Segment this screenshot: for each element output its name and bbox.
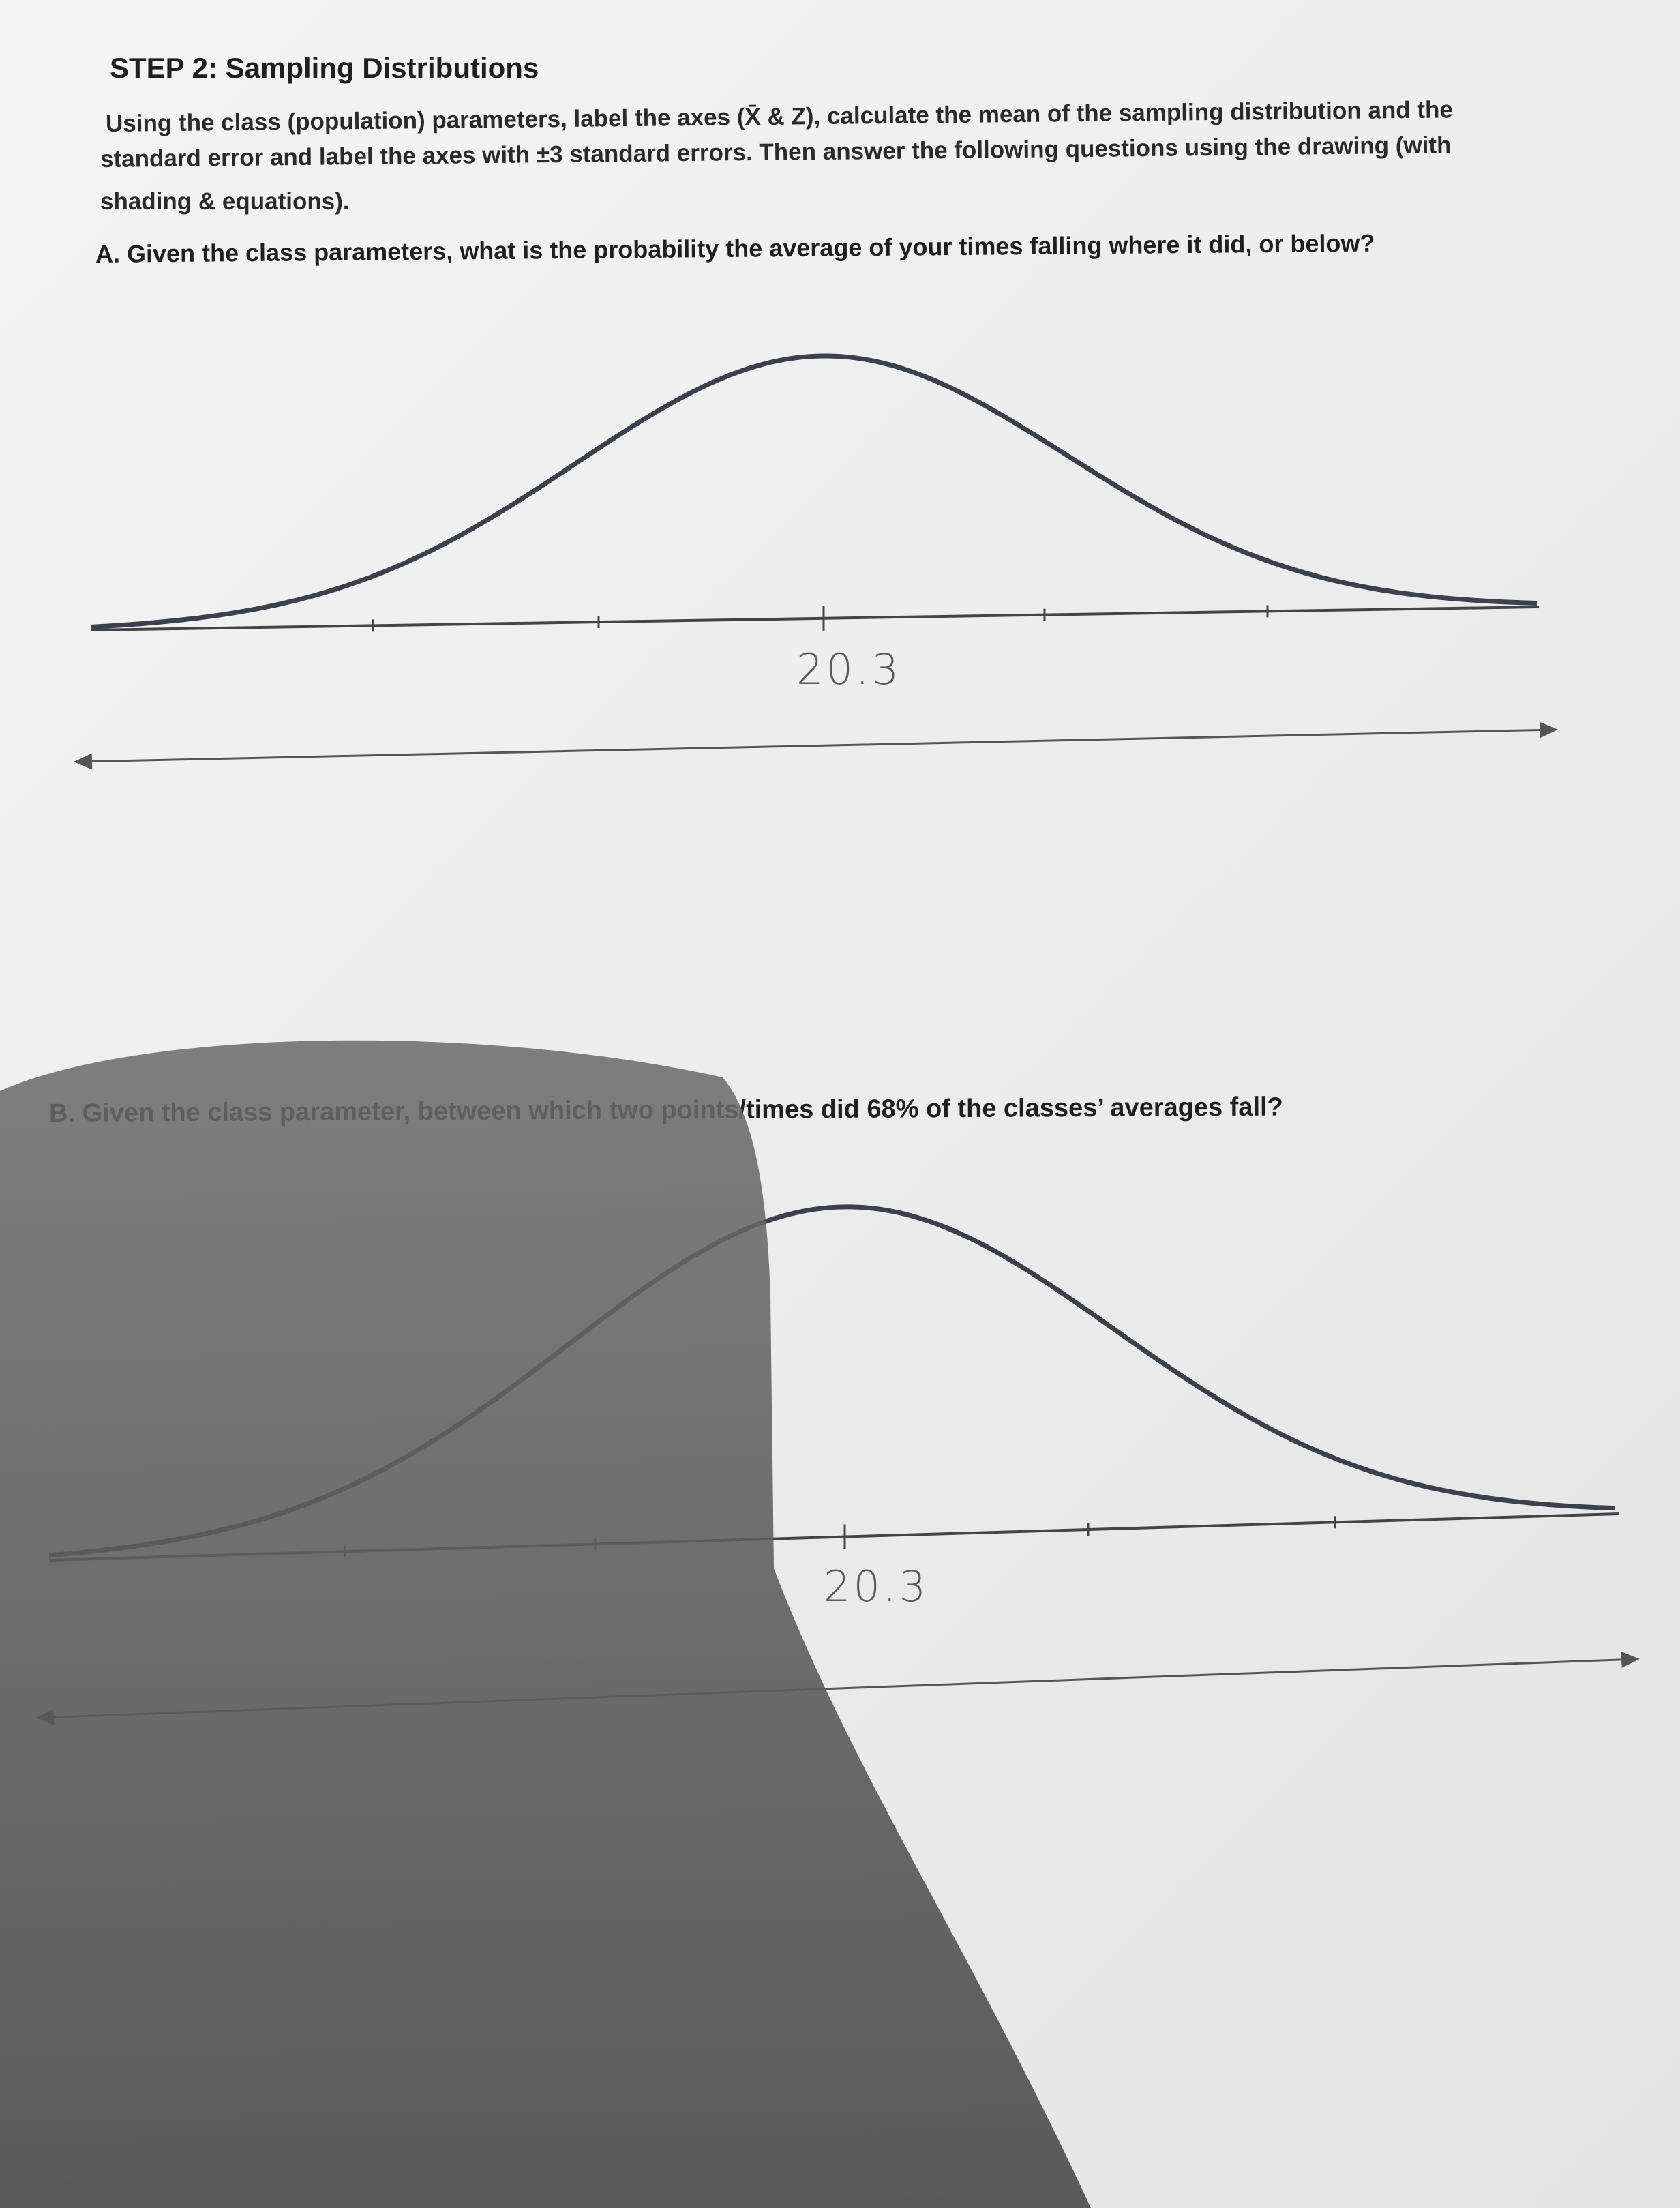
title: STEP 2: Sampling Distributions: [110, 52, 539, 84]
handwritten-label: 20.3: [796, 644, 902, 694]
handwritten-label: 20.3: [824, 1562, 929, 1611]
baseline: [48, 1512, 1620, 1562]
axis-arrow: [74, 721, 1558, 770]
baseline: [91, 606, 1540, 631]
bell-curve: [91, 353, 1537, 629]
bell-curve: [48, 1204, 1615, 1558]
axis-arrow: [35, 1651, 1640, 1726]
instruction-line: shading & equations).: [100, 188, 350, 215]
